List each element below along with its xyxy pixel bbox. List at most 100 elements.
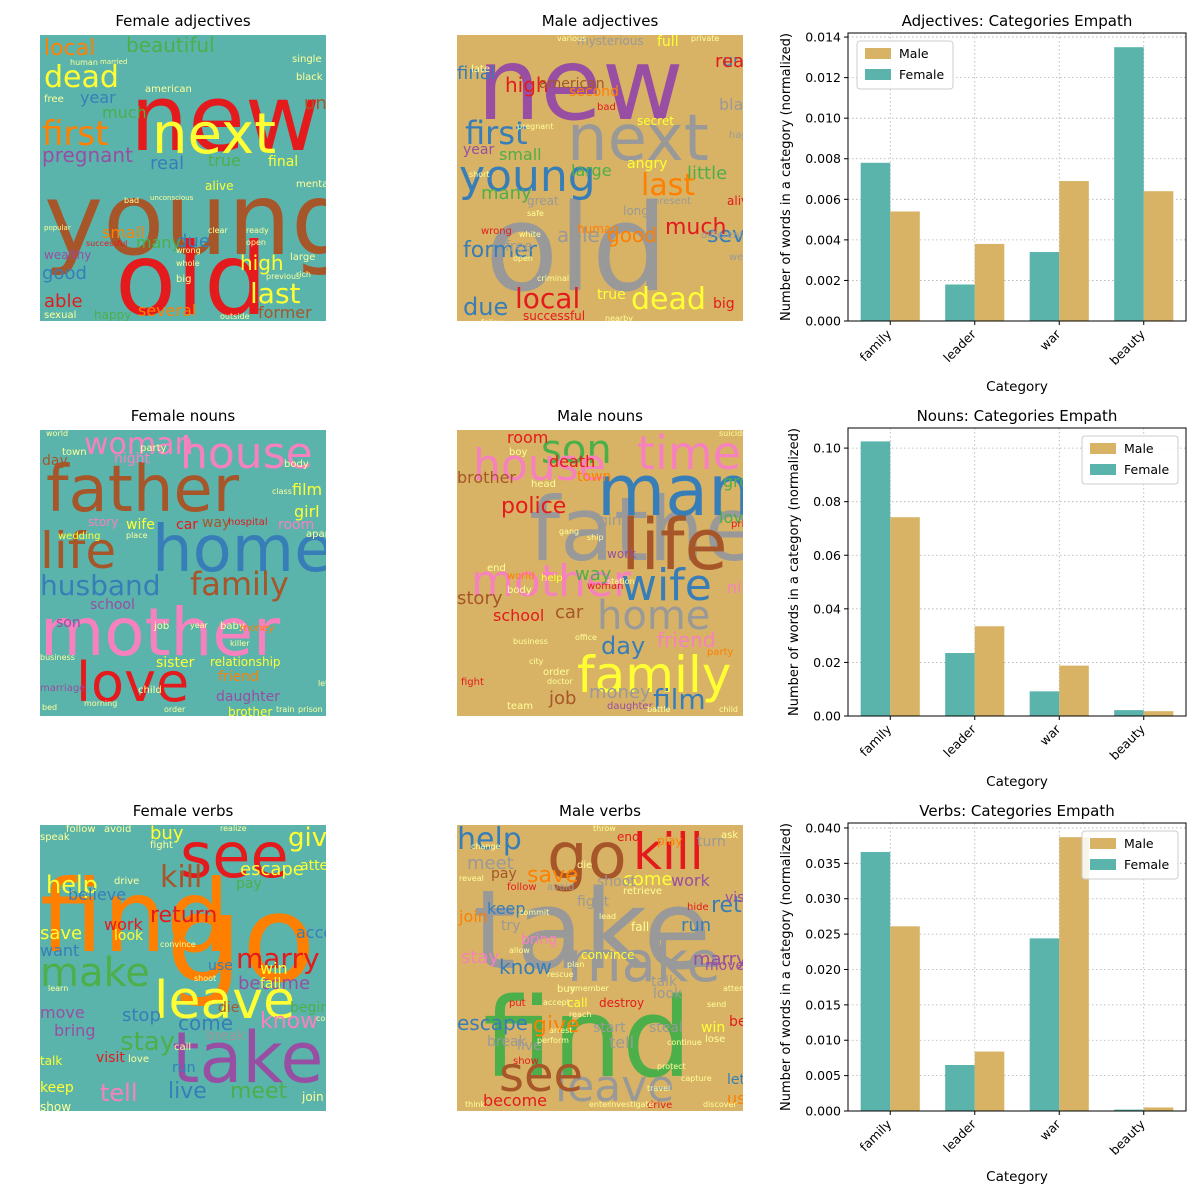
cloud-word: shoot bbox=[597, 874, 636, 890]
cloud-word: investigate bbox=[609, 1100, 654, 1109]
cloud-word: run bbox=[172, 1060, 196, 1076]
legend-swatch bbox=[1090, 464, 1116, 475]
cloud-word: hospital bbox=[228, 517, 268, 528]
cloud-word: much bbox=[102, 103, 147, 122]
cloud-word: woman bbox=[84, 430, 194, 462]
cloud-word: reveal bbox=[459, 874, 484, 883]
cloud-word: high bbox=[240, 251, 284, 275]
x-tick-label: leader bbox=[940, 1116, 979, 1155]
cloud-word: love bbox=[128, 1054, 149, 1065]
cloud-word: relationship bbox=[210, 655, 281, 669]
cloud-word: help bbox=[541, 573, 563, 584]
cloud-word: order bbox=[164, 705, 186, 714]
cloud-word: family bbox=[577, 646, 732, 704]
cloud-word: send bbox=[707, 1000, 727, 1009]
cloud-word: save bbox=[527, 863, 579, 888]
cloud-word: world bbox=[507, 571, 535, 582]
cloud-word: brother bbox=[228, 705, 273, 716]
cloud-word: follow bbox=[66, 825, 96, 835]
cloud-word: black bbox=[296, 72, 323, 83]
cloud-word: travel bbox=[647, 1084, 671, 1093]
cloud-word: outside bbox=[220, 312, 250, 321]
cloud-word: child bbox=[719, 705, 738, 714]
cloud-word: year bbox=[190, 621, 208, 630]
cloud-word: win bbox=[701, 1020, 726, 1036]
cloud-title-male-nouns: Male nouns bbox=[557, 407, 643, 425]
cloud-word: year bbox=[80, 88, 116, 107]
cloud-title-female-nouns: Female nouns bbox=[130, 407, 236, 425]
cloud-word: want bbox=[40, 941, 80, 960]
cloud-word: apartment bbox=[306, 529, 326, 540]
cloud-word: order bbox=[543, 667, 570, 678]
cloud-word: world bbox=[46, 430, 69, 438]
cloud-word: escape bbox=[240, 859, 304, 880]
cloud-word: young bbox=[44, 161, 326, 278]
cloud-word: young bbox=[459, 151, 596, 202]
cloud-word: daughter bbox=[607, 701, 653, 712]
cloud-word: story bbox=[457, 588, 503, 609]
bar-male bbox=[974, 243, 1005, 321]
cloud-word: next bbox=[152, 102, 277, 167]
y-tick-label: 0.010 bbox=[805, 1033, 841, 1048]
cloud-word: previous bbox=[266, 272, 301, 281]
cloud-word: see bbox=[180, 825, 289, 892]
cloud-word: end bbox=[617, 830, 640, 844]
cloud-word: train bbox=[276, 705, 295, 714]
cloud-word: long bbox=[623, 204, 649, 218]
y-tick-label: 0.015 bbox=[805, 997, 841, 1012]
cloud-word: way bbox=[202, 515, 231, 531]
cloud-word: unable bbox=[723, 51, 743, 70]
cloud-word: happy bbox=[94, 308, 132, 321]
cloud-word: accept bbox=[543, 998, 570, 1007]
cloud-word: continue bbox=[316, 1014, 326, 1023]
cloud-word: love bbox=[76, 651, 190, 714]
cloud-word: return bbox=[150, 903, 218, 928]
cloud-word: sexual bbox=[44, 310, 77, 321]
cloud-word: open bbox=[246, 238, 266, 247]
cloud-word: retrieve bbox=[623, 886, 663, 897]
x-tick-label: leader bbox=[940, 326, 979, 365]
cloud-word: first bbox=[42, 114, 109, 154]
cloud-word: bad bbox=[124, 196, 140, 205]
cloud-word: human bbox=[70, 58, 98, 67]
x-axis-label: Category bbox=[986, 1169, 1048, 1185]
legend-swatch bbox=[1090, 443, 1116, 454]
cloud-word: beautiful bbox=[126, 35, 215, 57]
cloud-word: wife bbox=[621, 560, 712, 611]
cloud-word: house bbox=[180, 430, 313, 479]
x-axis-label: Category bbox=[986, 379, 1048, 395]
cloud-word: fellow bbox=[481, 319, 505, 322]
y-tick-label: 0.08 bbox=[813, 494, 841, 509]
cloud-word: marriage bbox=[40, 683, 86, 694]
cloud-word: party bbox=[140, 443, 167, 454]
cloud-word: whole bbox=[176, 259, 200, 268]
cloud-word: house bbox=[473, 440, 606, 491]
cloud-word: kill bbox=[160, 860, 203, 895]
bar-female bbox=[1029, 691, 1060, 716]
cloud-word: year bbox=[463, 142, 495, 158]
cloud-word: plan bbox=[567, 960, 585, 969]
y-tick-label: 0.020 bbox=[805, 962, 841, 977]
cloud-word: good bbox=[42, 263, 87, 284]
cloud-word: film bbox=[653, 683, 706, 716]
cloud-word: call bbox=[174, 1042, 192, 1053]
cloud-word: fall bbox=[260, 976, 282, 992]
x-axis-label: Category bbox=[986, 774, 1048, 790]
cloud-word: leave bbox=[555, 1061, 675, 1111]
cloud-word: play bbox=[657, 834, 683, 848]
cloud-word: dead bbox=[631, 282, 706, 317]
cloud-word: new bbox=[130, 65, 321, 172]
cloud-word: take bbox=[172, 1017, 324, 1099]
cloud-word: girl bbox=[294, 502, 320, 521]
y-axis-label: Number of words in a category (normalize… bbox=[787, 428, 802, 716]
cloud-word: baby bbox=[220, 621, 245, 632]
cloud-word: mental bbox=[296, 179, 326, 190]
cloud-word: convince bbox=[581, 948, 635, 962]
cloud-word: old bbox=[115, 221, 268, 322]
cloud-word: buy bbox=[150, 825, 184, 844]
cloud-word: marry bbox=[236, 942, 320, 975]
y-tick-label: 0.014 bbox=[805, 30, 841, 45]
cloud-word: night bbox=[727, 578, 743, 597]
cloud-word: night bbox=[114, 451, 151, 467]
